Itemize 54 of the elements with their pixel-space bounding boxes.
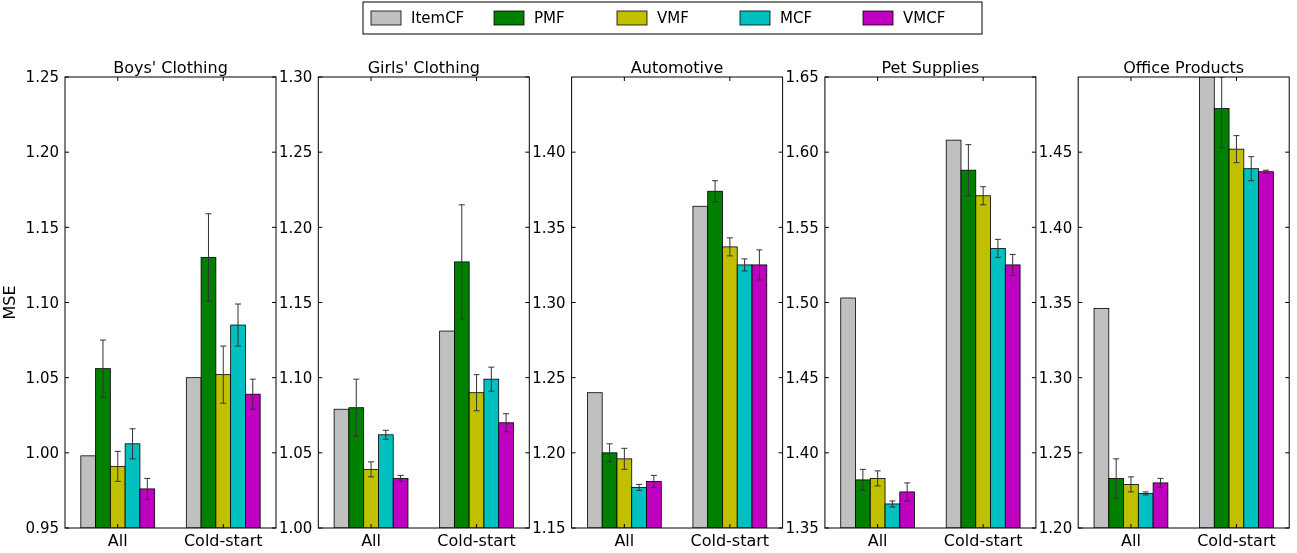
y-tick-label: 1.20 [532,444,566,463]
y-tick-label: 1.20 [1038,519,1073,538]
y-tick-label: 1.15 [25,218,59,237]
y-tick-label: 1.05 [278,444,313,463]
y-tick-label: 1.10 [278,368,313,387]
y-tick-label: 1.45 [1038,143,1073,162]
y-tick-label: 1.40 [532,143,566,162]
y-tick-label: 1.40 [1038,218,1073,237]
y-tick-label: 1.60 [785,143,819,162]
y-tick-label: 1.35 [785,519,819,538]
y-tick-label: 1.00 [278,519,313,538]
x-tick-label: Cold-start [943,531,1023,550]
y-tick-label: 0.95 [25,519,59,538]
x-tick-label: Cold-start [183,531,263,550]
y-tick-label: 1.30 [278,68,313,87]
legend-label: ItemCF [411,9,465,28]
y-tick-label: 1.40 [785,444,819,463]
y-tick-label: 1.30 [1038,368,1073,387]
y-tick-label: 1.35 [532,218,566,237]
x-tick-label: Cold-start [437,531,516,550]
x-tick-label: Cold-start [690,531,770,550]
x-tick-label: All [1121,531,1141,550]
chart-title: Girls' Clothing [367,58,480,77]
legend-label: VMF [657,9,689,28]
y-tick-label: 1.25 [278,143,313,162]
y-tick-label: 1.20 [278,218,313,237]
chart-title: Boys' Clothing [113,58,228,77]
y-tick-label: 1.25 [25,68,59,87]
y-tick-label: 1.55 [785,218,819,237]
y-tick-label: 1.50 [785,293,819,312]
y-tick-label: 1.25 [532,368,566,387]
chart-title: Automotive [630,58,724,77]
y-tick-label: 1.35 [1038,293,1073,312]
x-tick-label: All [107,531,128,550]
chart-title: Pet Supplies [881,58,980,77]
y-tick-label: 1.20 [25,143,59,162]
y-tick-label: 1.45 [785,368,819,387]
y-tick-label: 1.30 [532,293,566,312]
y-tick-label: 1.15 [278,293,313,312]
x-tick-label: Cold-start [1197,531,1276,550]
y-tick-label: 1.10 [25,293,59,312]
x-tick-label: All [614,531,635,550]
y-tick-label: 1.00 [25,444,59,463]
x-tick-label: All [361,531,381,550]
y-tick-label: 1.05 [25,368,59,387]
y-tick-label: 1.25 [1038,444,1073,463]
legend-label: VMCF [903,9,946,28]
legend-label: PMF [534,9,565,28]
y-axis-title: MSE [0,285,19,320]
x-tick-label: All [867,531,888,550]
y-tick-label: 1.15 [532,519,566,538]
legend-label: MCF [780,9,813,28]
y-tick-label: 1.65 [785,68,819,87]
chart-title: Office Products [1123,58,1245,77]
